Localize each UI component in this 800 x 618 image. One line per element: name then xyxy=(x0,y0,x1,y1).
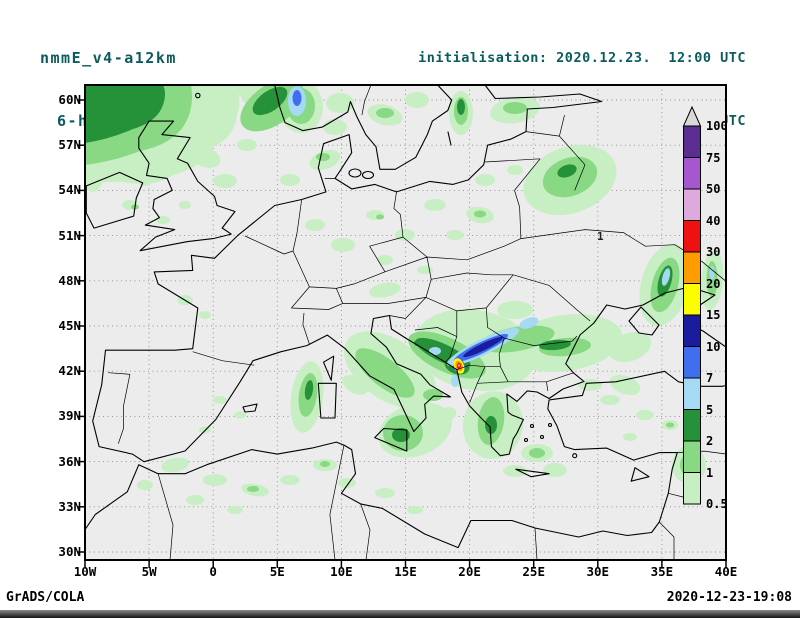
lon-tick-40E: 40E xyxy=(714,564,738,579)
colorbar-label-10: 10 xyxy=(706,339,721,354)
lat-tick-57N: 57N xyxy=(58,137,81,153)
colorbar-segment xyxy=(683,314,701,347)
country-borders xyxy=(108,85,726,560)
map-svg: 1 xyxy=(77,84,727,568)
colorbar-segment xyxy=(683,157,701,190)
colorbar-segment xyxy=(683,125,701,158)
lon-tick-10W: 10W xyxy=(73,564,97,579)
colorbar-label-5: 5 xyxy=(706,402,714,417)
lat-tick-39N: 39N xyxy=(58,408,81,424)
lon-tick-10E: 10E xyxy=(330,564,353,579)
colorbar-label-0.5: 0.5 xyxy=(706,497,728,511)
lat-tick-54N: 54N xyxy=(58,182,81,198)
colorbar-segment xyxy=(683,188,701,221)
colorbar-segment xyxy=(683,409,701,442)
axis-tick-marks xyxy=(77,99,727,568)
creation-timestamp: 2020-12-23-19:08 xyxy=(666,590,792,605)
bottom-bar xyxy=(0,610,800,618)
lat-tick-51N: 51N xyxy=(58,227,81,243)
lat-tick-48N: 48N xyxy=(58,272,81,288)
colorbar-segment xyxy=(683,346,701,379)
colorbar-label-40: 40 xyxy=(706,213,721,228)
lat-tick-45N: 45N xyxy=(58,318,81,333)
lon-tick-0: 0 xyxy=(209,564,217,579)
colorbar-segment xyxy=(683,220,701,253)
initialisation-time: initialisation: 2020.12.23. 12:00 UTC xyxy=(418,50,746,66)
lat-tick-36N: 36N xyxy=(58,453,81,469)
colorbar-segment xyxy=(683,251,701,284)
colorbar-segment xyxy=(683,472,701,505)
lon-tick-25E: 25E xyxy=(522,564,545,579)
colorbar-label-30: 30 xyxy=(706,245,721,259)
lat-tick-42N: 42N xyxy=(58,363,81,379)
colorbar-overflow-triangle xyxy=(682,105,702,127)
coastlines xyxy=(85,85,726,549)
lon-tick-5W: 5W xyxy=(141,564,157,579)
model-name: nmmE_v4-a12km xyxy=(40,49,177,67)
lon-tick-30E: 30E xyxy=(586,564,610,579)
colorbar-segment xyxy=(683,283,701,316)
colorbar-segment xyxy=(683,440,701,473)
map-plot-area: 1 xyxy=(77,84,727,568)
colorbar-label-15: 15 xyxy=(706,308,721,322)
map-frame xyxy=(84,84,727,561)
lat-tick-30N: 30N xyxy=(58,544,81,559)
lat-tick-33N: 33N xyxy=(58,498,81,514)
lon-tick-20E: 20E xyxy=(458,564,481,579)
colorbar-segment xyxy=(683,377,701,410)
contour-label: 1 xyxy=(597,230,604,243)
colorbar-label-75: 75 xyxy=(706,150,721,165)
lat-tick-60N: 60N xyxy=(58,92,81,107)
colorbar xyxy=(682,105,702,505)
lon-tick-35E: 35E xyxy=(650,564,674,579)
lon-tick-15E: 15E xyxy=(394,564,417,579)
precip-shading xyxy=(85,85,724,514)
colorbar-label-20: 20 xyxy=(706,276,721,291)
colorbar-label-2: 2 xyxy=(706,434,714,448)
colorbar-label-100: 100 xyxy=(706,119,728,133)
colorbar-label-50: 50 xyxy=(706,182,721,196)
lon-tick-5E: 5E xyxy=(269,564,285,579)
colorbar-label-7: 7 xyxy=(706,371,714,385)
colorbar-label-1: 1 xyxy=(706,465,714,480)
grads-credit: GrADS/COLA xyxy=(6,590,85,605)
